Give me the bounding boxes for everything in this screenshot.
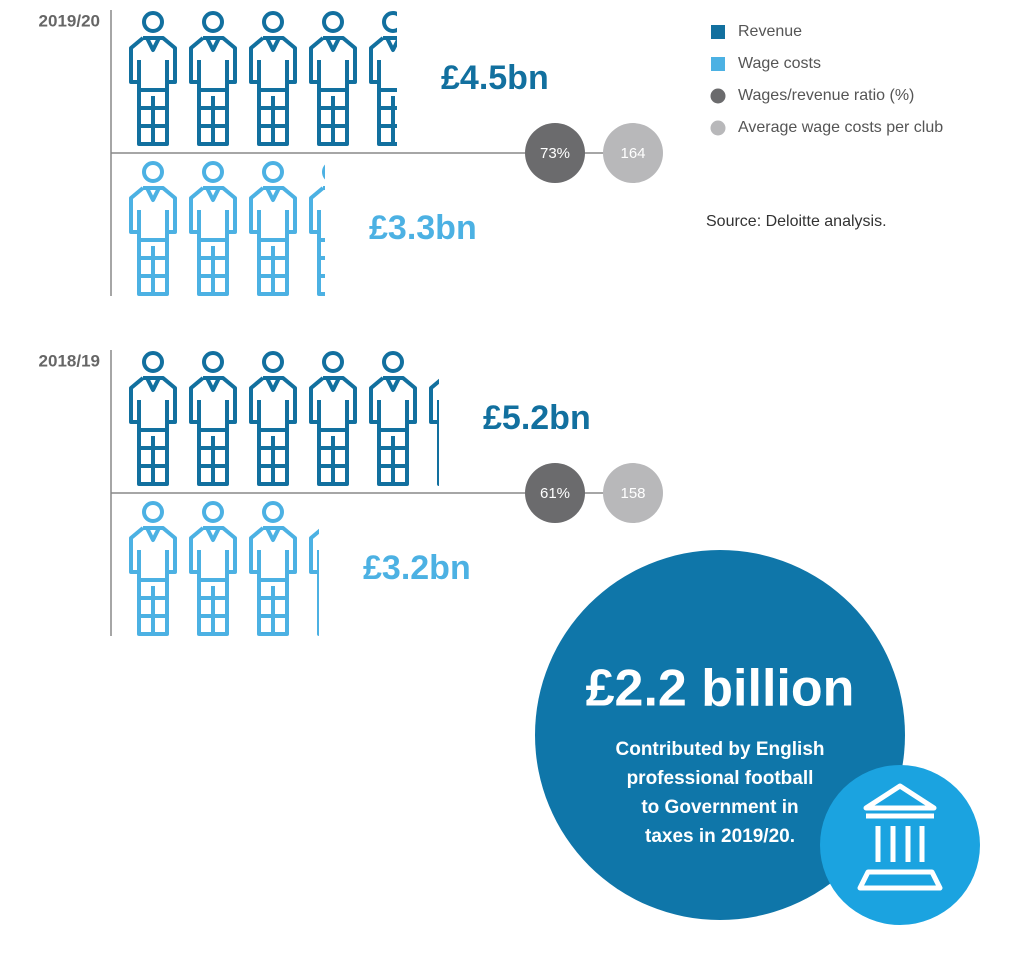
icon-head bbox=[322, 11, 344, 33]
icon-legs bbox=[377, 430, 409, 486]
bubble bbox=[603, 463, 663, 523]
value-label: £4.5bn bbox=[441, 59, 549, 97]
legend-label: Wage costs bbox=[738, 55, 821, 72]
icon-body bbox=[189, 376, 237, 432]
icon-legs bbox=[197, 580, 229, 636]
legend-label: Average wage costs per club bbox=[738, 119, 943, 136]
icon-legs bbox=[197, 90, 229, 146]
value-label: £3.2bn bbox=[363, 549, 471, 587]
bubble bbox=[525, 123, 585, 183]
icon-head bbox=[382, 11, 397, 33]
icon-body bbox=[309, 376, 357, 432]
icon-body bbox=[369, 376, 417, 432]
icon-body bbox=[129, 186, 177, 242]
icon-head bbox=[324, 503, 342, 521]
icon-head bbox=[262, 11, 284, 33]
icon-legs bbox=[197, 430, 229, 486]
icon-head bbox=[322, 164, 325, 180]
icon-head bbox=[444, 353, 462, 371]
bank-icon bbox=[857, 783, 943, 891]
source: Source: Deloitte analysis. bbox=[706, 213, 887, 230]
icon-legs bbox=[257, 240, 289, 296]
icon-legs bbox=[257, 90, 289, 146]
icon-head bbox=[322, 351, 344, 373]
icon-body bbox=[429, 378, 439, 432]
category-label: 2018/19 bbox=[39, 351, 100, 370]
callout-value: £2.2 billion bbox=[586, 660, 855, 718]
icon-body bbox=[249, 376, 297, 432]
icon-legs bbox=[377, 90, 397, 146]
callout-line: professional football bbox=[627, 768, 814, 789]
pictogram-bar bbox=[129, 351, 462, 486]
icon-legs bbox=[137, 580, 169, 636]
icon-legs bbox=[137, 90, 169, 146]
icon-head bbox=[202, 161, 224, 183]
bubble-label: 158 bbox=[620, 485, 645, 502]
callout-circle bbox=[535, 550, 905, 920]
icon-body bbox=[189, 186, 237, 242]
legend-swatch bbox=[710, 120, 726, 136]
icon-legs bbox=[317, 430, 349, 486]
bubble-label: 73% bbox=[540, 145, 570, 162]
category-label: 2019/20 bbox=[39, 11, 100, 30]
icon-head bbox=[142, 11, 164, 33]
bubble bbox=[603, 123, 663, 183]
icon-head bbox=[382, 351, 404, 373]
icon-body bbox=[369, 36, 397, 92]
legend-swatch bbox=[710, 88, 726, 104]
callout-line: taxes in 2019/20. bbox=[645, 826, 795, 847]
legend-label: Wages/revenue ratio (%) bbox=[738, 87, 914, 104]
value-label: £5.2bn bbox=[483, 399, 591, 437]
icon-body bbox=[309, 186, 325, 242]
icon-legs bbox=[317, 240, 325, 296]
icon-head bbox=[142, 351, 164, 373]
icon-body bbox=[189, 36, 237, 92]
icon-head bbox=[142, 161, 164, 183]
icon-body bbox=[249, 526, 297, 582]
icon-legs bbox=[137, 240, 169, 296]
pictogram-bar bbox=[129, 11, 397, 146]
icon-body bbox=[249, 36, 297, 92]
icon-legs bbox=[317, 580, 319, 636]
bubble-label: 164 bbox=[620, 145, 645, 162]
legend-swatch bbox=[711, 25, 725, 39]
icon-head bbox=[202, 11, 224, 33]
icon-head bbox=[142, 501, 164, 523]
icon-body bbox=[309, 528, 319, 582]
callout-line: Contributed by English bbox=[616, 739, 825, 760]
icon-body bbox=[249, 186, 297, 242]
icon-legs bbox=[317, 90, 349, 146]
icon-body bbox=[189, 526, 237, 582]
icon-body bbox=[129, 526, 177, 582]
icon-legs bbox=[137, 430, 169, 486]
value-label: £3.3bn bbox=[369, 209, 477, 247]
legend-label: Revenue bbox=[738, 23, 802, 40]
icon-legs bbox=[257, 430, 289, 486]
icon-head bbox=[202, 501, 224, 523]
icon-legs bbox=[197, 240, 229, 296]
icon-body bbox=[129, 36, 177, 92]
bubble bbox=[525, 463, 585, 523]
pictogram-bar bbox=[129, 501, 342, 636]
legend-swatch bbox=[711, 57, 725, 71]
callout-line: to Government in bbox=[641, 797, 798, 818]
bubble-label: 61% bbox=[540, 485, 570, 502]
icon-head bbox=[262, 351, 284, 373]
icon-head bbox=[202, 351, 224, 373]
icon-body bbox=[129, 376, 177, 432]
pictogram-bar bbox=[129, 161, 325, 296]
icon-circle bbox=[820, 765, 980, 925]
icon-body bbox=[309, 36, 357, 92]
icon-head bbox=[262, 161, 284, 183]
icon-legs bbox=[437, 430, 439, 486]
icon-legs bbox=[257, 580, 289, 636]
icon-head bbox=[262, 501, 284, 523]
